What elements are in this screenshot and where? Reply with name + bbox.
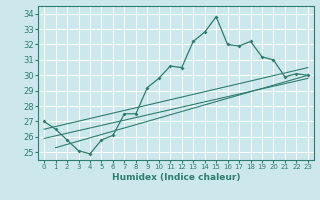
- X-axis label: Humidex (Indice chaleur): Humidex (Indice chaleur): [112, 173, 240, 182]
